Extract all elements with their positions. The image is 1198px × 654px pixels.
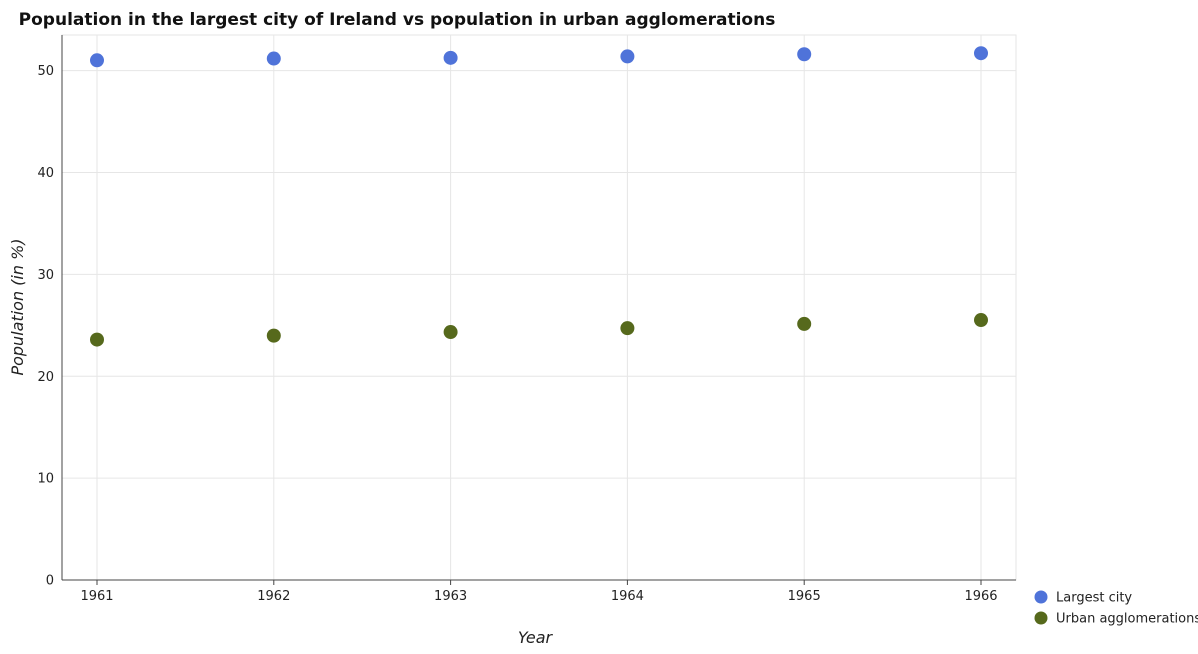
legend-marker [1035, 612, 1048, 625]
legend-marker [1035, 591, 1048, 604]
x-tick-label: 1965 [788, 589, 821, 604]
x-axis-title: Year [518, 628, 554, 647]
y-tick-label: 20 [37, 370, 54, 385]
urban-agglomerations-point [620, 321, 634, 335]
legend: Largest city Urban agglomerations [1035, 591, 1198, 627]
x-tick-label: 1962 [257, 589, 290, 604]
largest-city-point [974, 46, 988, 60]
largest-city-point [444, 51, 458, 65]
urban-agglomerations-point [797, 317, 811, 331]
y-tick-label: 50 [37, 64, 54, 79]
urban-agglomerations-point [90, 333, 104, 347]
axes: 0 10 20 30 40 50 1961 1962 1963 1964 1965 1966 [37, 35, 1016, 604]
x-tick-label: 1961 [80, 589, 113, 604]
urban-agglomerations-point [974, 313, 988, 327]
y-tick-label: 10 [37, 472, 54, 487]
largest-city-point [797, 47, 811, 61]
y-axis-title: Population (in %) [8, 238, 27, 375]
largest-city-point [620, 49, 634, 63]
largest-city-point [267, 52, 281, 66]
x-tick-label: 1966 [964, 589, 997, 604]
urban-agglomerations-point [267, 329, 281, 343]
y-tick-label: 30 [37, 268, 54, 283]
legend-label: Urban agglomerations [1056, 612, 1198, 627]
chart-title: Population in the largest city of Irelan… [19, 10, 776, 30]
y-tick-label: 0 [46, 574, 54, 589]
x-tick-label: 1964 [611, 589, 644, 604]
largest-city-point [90, 53, 104, 67]
urban-agglomerations-point [444, 325, 458, 339]
data-points [90, 46, 988, 346]
plot-frame [62, 35, 1016, 580]
grid [62, 35, 1016, 580]
x-tick-label: 1963 [434, 589, 467, 604]
y-tick-label: 40 [37, 166, 54, 181]
legend-label: Largest city [1056, 591, 1132, 606]
